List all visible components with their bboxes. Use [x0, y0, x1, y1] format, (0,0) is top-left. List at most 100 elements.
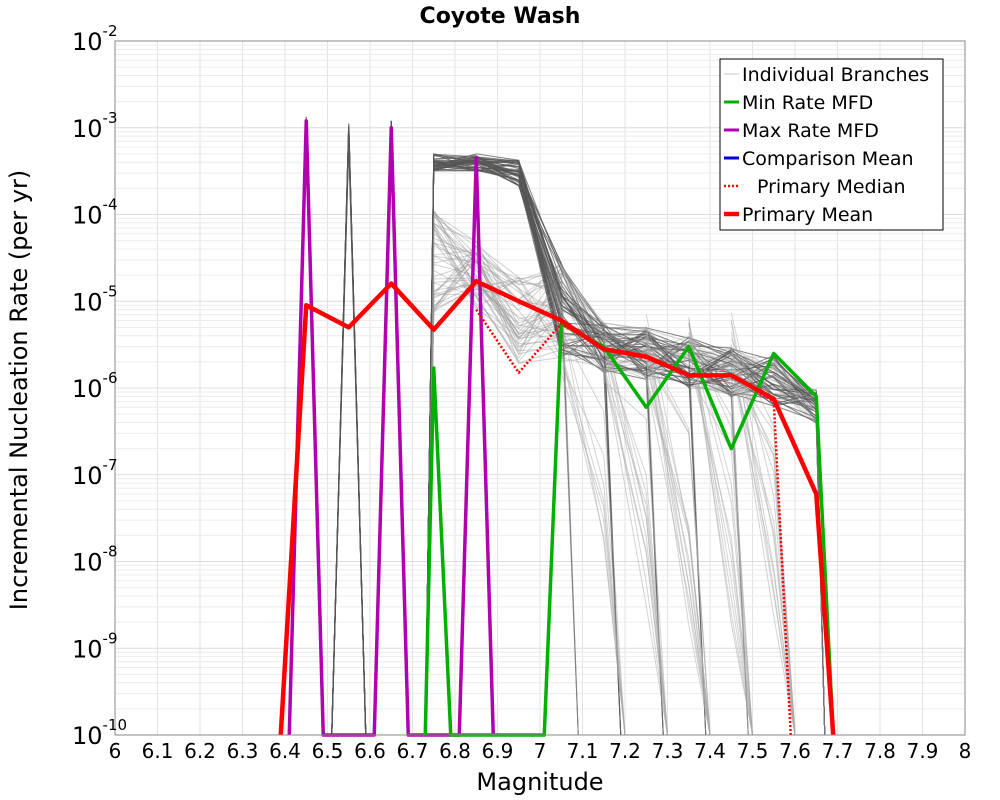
- branch-line: [603, 340, 668, 736]
- branch-line: [424, 280, 664, 736]
- x-tick-label: 6.2: [184, 739, 216, 763]
- branch-line: [560, 351, 626, 736]
- y-tick-label: 10-9: [72, 629, 118, 663]
- branch-line: [688, 333, 753, 736]
- branch-line: [424, 215, 579, 736]
- x-tick-label: 6.3: [227, 739, 259, 763]
- x-tick-label: 7.1: [567, 739, 599, 763]
- y-axis-label: Incremental Nucleation Rate (per yr): [5, 170, 33, 610]
- y-tick-label: 10-5: [72, 282, 118, 316]
- x-tick-label: 7.5: [737, 739, 769, 763]
- legend-label: Min Rate MFD: [742, 92, 873, 114]
- x-tick-label: 6.5: [312, 739, 344, 763]
- branch-line: [331, 126, 367, 736]
- x-tick-label: 8: [959, 739, 972, 763]
- branch-line: [730, 346, 796, 736]
- branch-line: [288, 121, 324, 736]
- y-tick-label: 10-10: [72, 716, 127, 750]
- x-tick-label: 6.1: [142, 739, 174, 763]
- x-axis-ticks: 6 6.1 6.2 6.3 6.4 6.5 6.6 6.7 6.8 6.9 7 7.1 7.2 7.3 7.…: [109, 739, 972, 763]
- x-tick-label: 6.6: [354, 739, 386, 763]
- branch-line: [424, 263, 826, 736]
- series-layer: [278, 119, 836, 737]
- x-tick-label: 7.8: [864, 739, 896, 763]
- branch-line: [424, 156, 826, 736]
- branch-line: [373, 127, 409, 736]
- legend-box: [719, 58, 944, 231]
- series-max-rate-mfd: [287, 119, 495, 737]
- branch-line: [373, 120, 409, 736]
- branch-line: [373, 141, 409, 736]
- branch-line: [288, 140, 324, 736]
- branch-line: [424, 251, 664, 736]
- branch-line: [603, 350, 668, 736]
- branch-line: [424, 161, 664, 736]
- branch-line: [331, 126, 367, 736]
- branch-line: [288, 121, 324, 736]
- y-tick-label: 10-6: [72, 369, 118, 403]
- plot-frame: [114, 40, 966, 736]
- branch-line: [730, 312, 796, 736]
- x-tick-label: 6.4: [269, 739, 301, 763]
- branch-line: [424, 281, 826, 736]
- legend-label: Max Rate MFD: [742, 120, 879, 142]
- series-primary-mean: [278, 279, 836, 736]
- branch-line: [688, 373, 753, 736]
- branch-line: [331, 143, 367, 736]
- y-axis-ticks: 10-10 10-9 10-8 10-7 10-6 10-5 10-4 10-3 10-2: [72, 22, 127, 750]
- x-tick-label: 6.7: [397, 739, 429, 763]
- branch-line: [288, 126, 324, 736]
- branch-line: [331, 128, 367, 736]
- branch-line: [424, 254, 826, 736]
- y-tick-label: 10-3: [72, 109, 118, 143]
- branch-line: [688, 322, 753, 736]
- branch-line: [288, 121, 324, 736]
- branch-line: [688, 317, 753, 736]
- y-tick-label: 10-2: [72, 22, 118, 56]
- branch-line: [373, 120, 409, 736]
- x-tick-label: 6.9: [482, 739, 514, 763]
- branch-line: [424, 161, 826, 736]
- branch-line: [424, 271, 826, 736]
- branch-line: [373, 121, 409, 736]
- x-tick-label: 7.6: [779, 739, 811, 763]
- branch-line: [288, 116, 324, 736]
- branch-line: [424, 161, 826, 736]
- branch-line: [688, 331, 753, 736]
- legend-label: Primary Median: [757, 176, 906, 198]
- branch-line: [730, 366, 796, 736]
- branch-line: [373, 129, 409, 736]
- branch-line: [560, 353, 626, 736]
- branch-line: [424, 251, 664, 736]
- x-axis-label: Magnitude: [476, 768, 603, 796]
- branch-line: [424, 221, 749, 736]
- branch-line: [331, 134, 367, 736]
- branch-line: [424, 277, 826, 736]
- branch-line: [424, 282, 826, 736]
- branch-line: [288, 135, 324, 736]
- branch-line: [730, 367, 796, 736]
- y-tick-label: 10-8: [72, 543, 118, 577]
- branch-line: [424, 158, 826, 736]
- branch-line: [373, 123, 409, 736]
- y-tick-label: 10-7: [72, 456, 118, 490]
- branch-line: [288, 133, 324, 736]
- branch-line: [603, 367, 668, 736]
- branch-line: [424, 258, 664, 736]
- branch-line: [603, 380, 668, 736]
- branch-line: [331, 123, 367, 736]
- branch-line: [603, 346, 668, 736]
- x-tick-label: 7.3: [652, 739, 684, 763]
- x-tick-label: 7: [534, 739, 547, 763]
- x-tick-label: 7.9: [907, 739, 939, 763]
- branch-line: [560, 330, 626, 736]
- branch-line: [424, 167, 826, 736]
- branch-line: [424, 282, 579, 736]
- legend-label: Comparison Mean: [742, 148, 914, 170]
- branch-line: [331, 132, 367, 736]
- series-min-rate-mfd: [423, 322, 835, 737]
- branch-line: [424, 225, 826, 736]
- x-tick-label: 7.7: [822, 739, 854, 763]
- legend-label: Individual Branches: [742, 64, 929, 86]
